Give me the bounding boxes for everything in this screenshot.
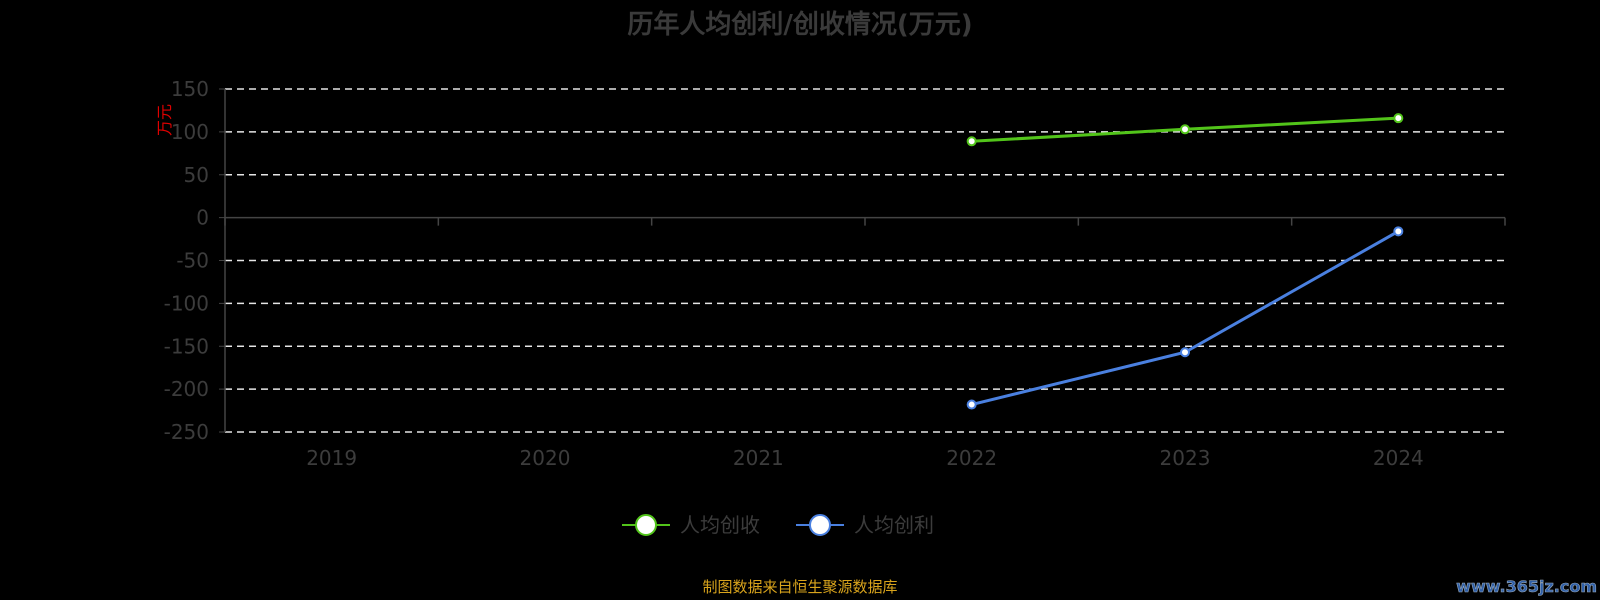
y-tick-label: 150 xyxy=(171,77,209,101)
data-point xyxy=(1393,226,1404,237)
data-point xyxy=(1393,113,1404,124)
x-tick-label: 2019 xyxy=(306,446,357,470)
legend-label: 人均创利 xyxy=(854,513,934,537)
legend-label: 人均创收 xyxy=(680,513,760,537)
x-tick-label: 2023 xyxy=(1160,446,1211,470)
y-axis-label: 万元 xyxy=(155,104,174,136)
y-tick-label: -250 xyxy=(164,420,209,444)
legend-marker xyxy=(635,514,657,536)
x-tick-label: 2021 xyxy=(733,446,784,470)
data-point xyxy=(966,136,977,147)
x-tick-label: 2022 xyxy=(946,446,997,470)
data-point xyxy=(1180,347,1190,358)
y-tick-label: -100 xyxy=(164,291,209,315)
chart-title: 历年人均创利/创收情况(万元) xyxy=(627,9,972,40)
data-point xyxy=(1180,124,1190,135)
series-line-1 xyxy=(971,230,1400,407)
y-tick-label: 100 xyxy=(171,120,209,144)
watermark: www.365jz.com xyxy=(1456,577,1597,596)
y-tick-label: -150 xyxy=(164,334,209,358)
data-point xyxy=(966,399,977,410)
x-tick-label: 2024 xyxy=(1373,446,1424,470)
x-tick-label: 2020 xyxy=(520,446,571,470)
y-tick-label: 0 xyxy=(196,206,209,230)
data-source-footer: 制图数据来自恒生聚源数据库 xyxy=(702,578,897,596)
legend-marker xyxy=(809,514,831,536)
y-tick-label: 50 xyxy=(184,163,209,187)
y-tick-label: -200 xyxy=(164,377,209,401)
y-tick-label: -50 xyxy=(176,249,209,273)
